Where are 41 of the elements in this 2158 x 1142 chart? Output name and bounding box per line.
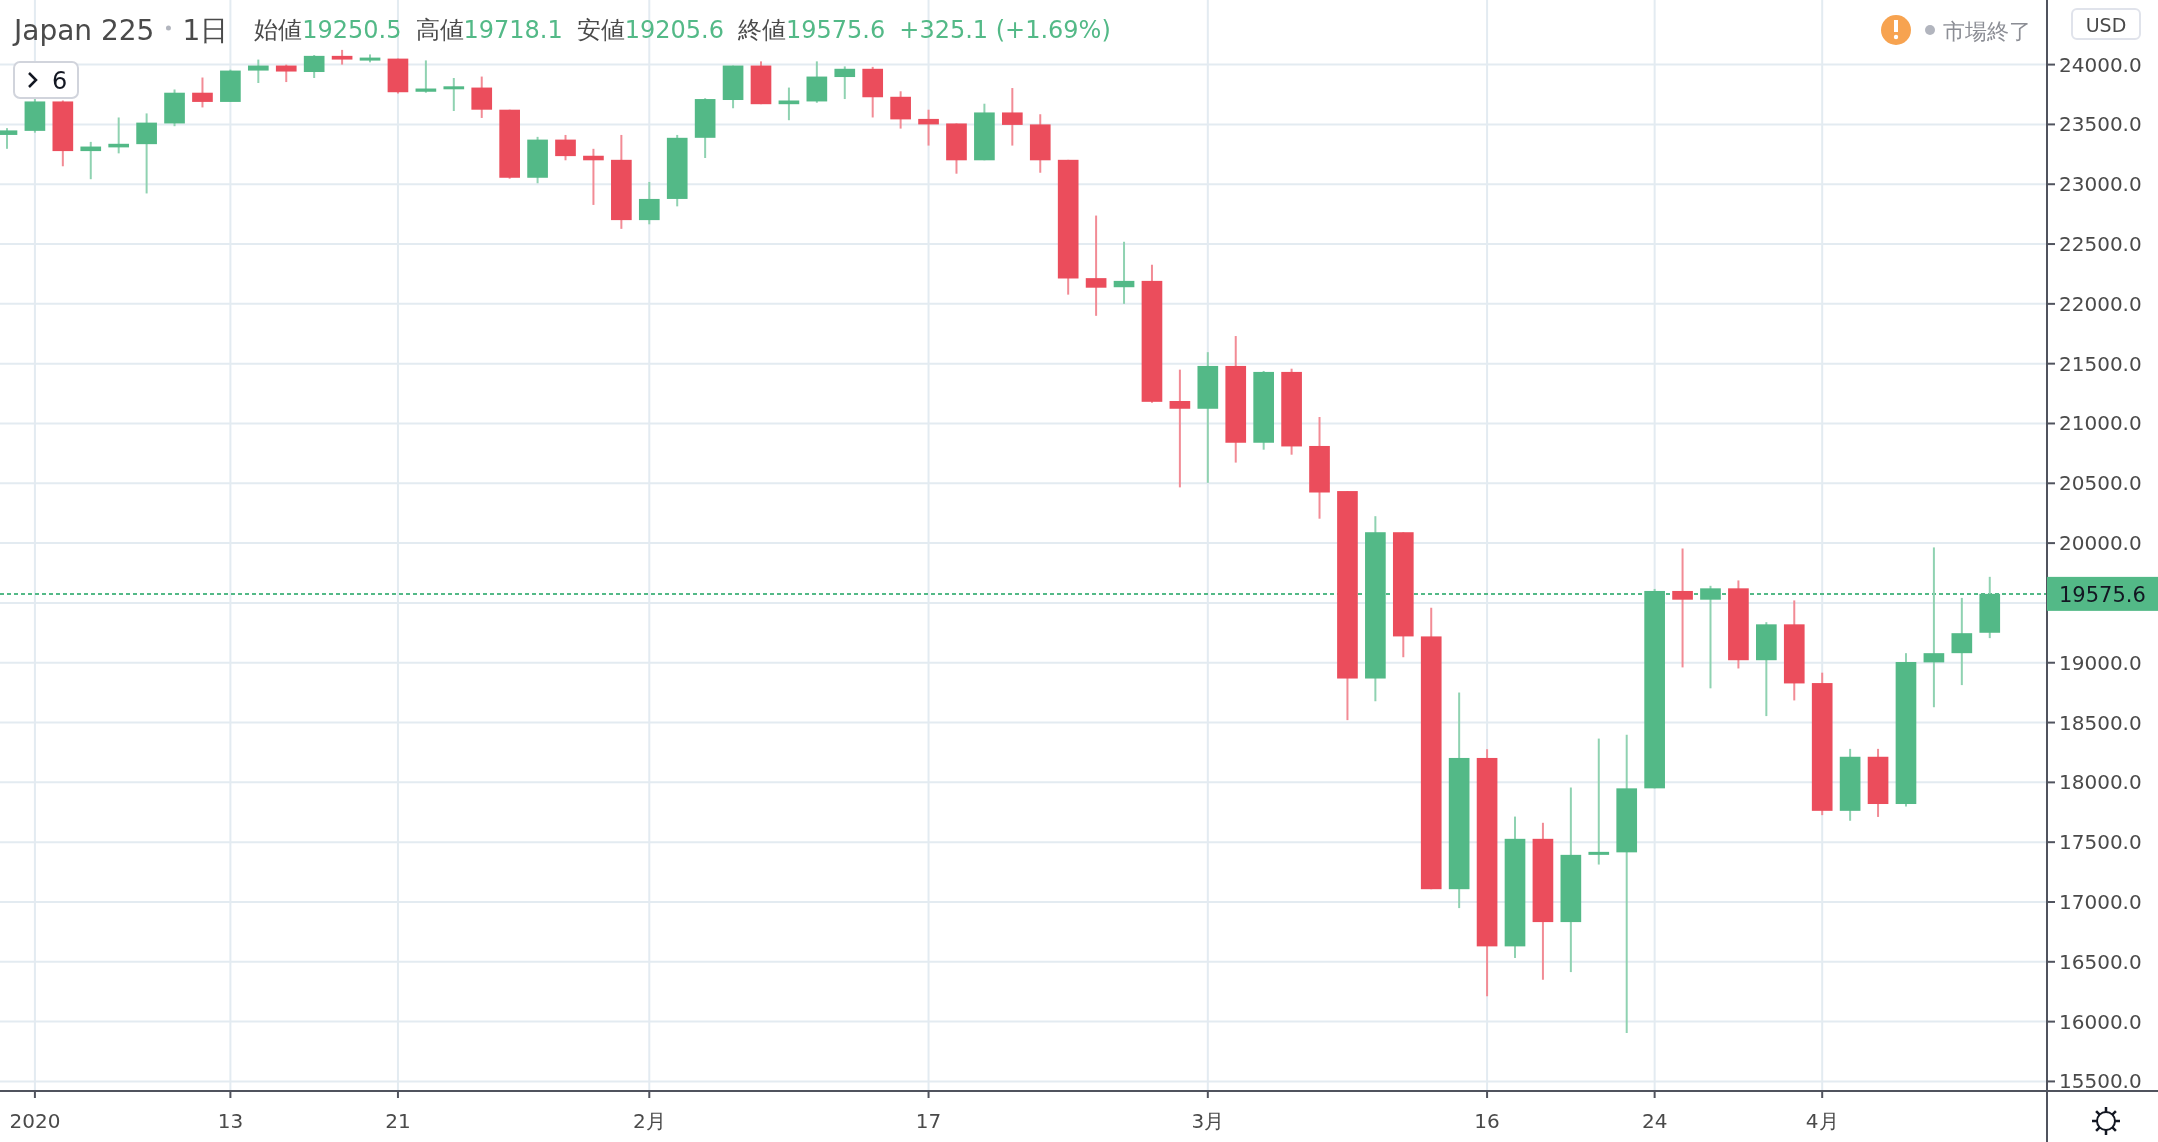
y-tick-label: 18000.0 (2059, 770, 2142, 795)
y-tick-label: 18500.0 (2059, 710, 2142, 735)
text: Japan 225 (12, 14, 155, 47)
x-tick-label: 16 (1474, 1109, 1500, 1133)
text: USD (2085, 14, 2127, 36)
y-tick-label: 21500.0 (2059, 351, 2142, 376)
y-tick-label: 20000.0 (2059, 531, 2142, 556)
y-tick-label: 23000.0 (2059, 172, 2142, 197)
x-tick-label: 4月 (1805, 1109, 1839, 1133)
x-tick-label: 24 (1641, 1109, 1668, 1133)
y-tick-label: 21000.0 (2059, 411, 2142, 436)
y-tick-label: 23500.0 (2059, 112, 2142, 137)
y-tick-label: 24000.0 (2059, 52, 2142, 77)
annotation: 6 (52, 67, 68, 95)
annotation: 19250.5 (302, 16, 402, 44)
annotation: 終値 (737, 16, 787, 44)
y-tick-label: 16000.0 (2059, 1009, 2142, 1034)
y-tick-label: 22500.0 (2059, 232, 2142, 257)
annotation: 始値 (254, 16, 303, 44)
annotation: 高値 (415, 16, 464, 44)
ref-line-label: 19575.6 (2059, 582, 2146, 607)
x-tick-label: 2020 (9, 1109, 61, 1133)
y-tick-label: 20500.0 (2059, 471, 2142, 496)
annotation: 安値 (576, 16, 625, 44)
y-tick-label: 19000.0 (2059, 650, 2142, 675)
annotation: 19205.6 (624, 16, 725, 44)
x-tick-label: 3月 (1191, 1109, 1225, 1133)
y-tick-label: 17000.0 (2059, 889, 2142, 914)
x-tick-label: 2月 (632, 1109, 666, 1133)
annotation: 19718.1 (463, 16, 563, 44)
x-tick-label: 17 (915, 1109, 942, 1133)
y-tick-label: 22000.0 (2059, 291, 2142, 316)
y-tick-label: 16500.0 (2059, 949, 2142, 974)
y-tick-label: 17500.0 (2059, 830, 2142, 855)
x-tick-label: 13 (217, 1109, 244, 1133)
text: 1日 (182, 14, 229, 47)
x-tick-label: 21 (385, 1109, 411, 1133)
annotation: +325.1 (+1.69%) (899, 16, 1111, 44)
y-tick-label: 15500.0 (2059, 1069, 2142, 1094)
annotation: 19575.6 (786, 16, 886, 44)
annotation: 市場終了 (1943, 19, 2031, 44)
